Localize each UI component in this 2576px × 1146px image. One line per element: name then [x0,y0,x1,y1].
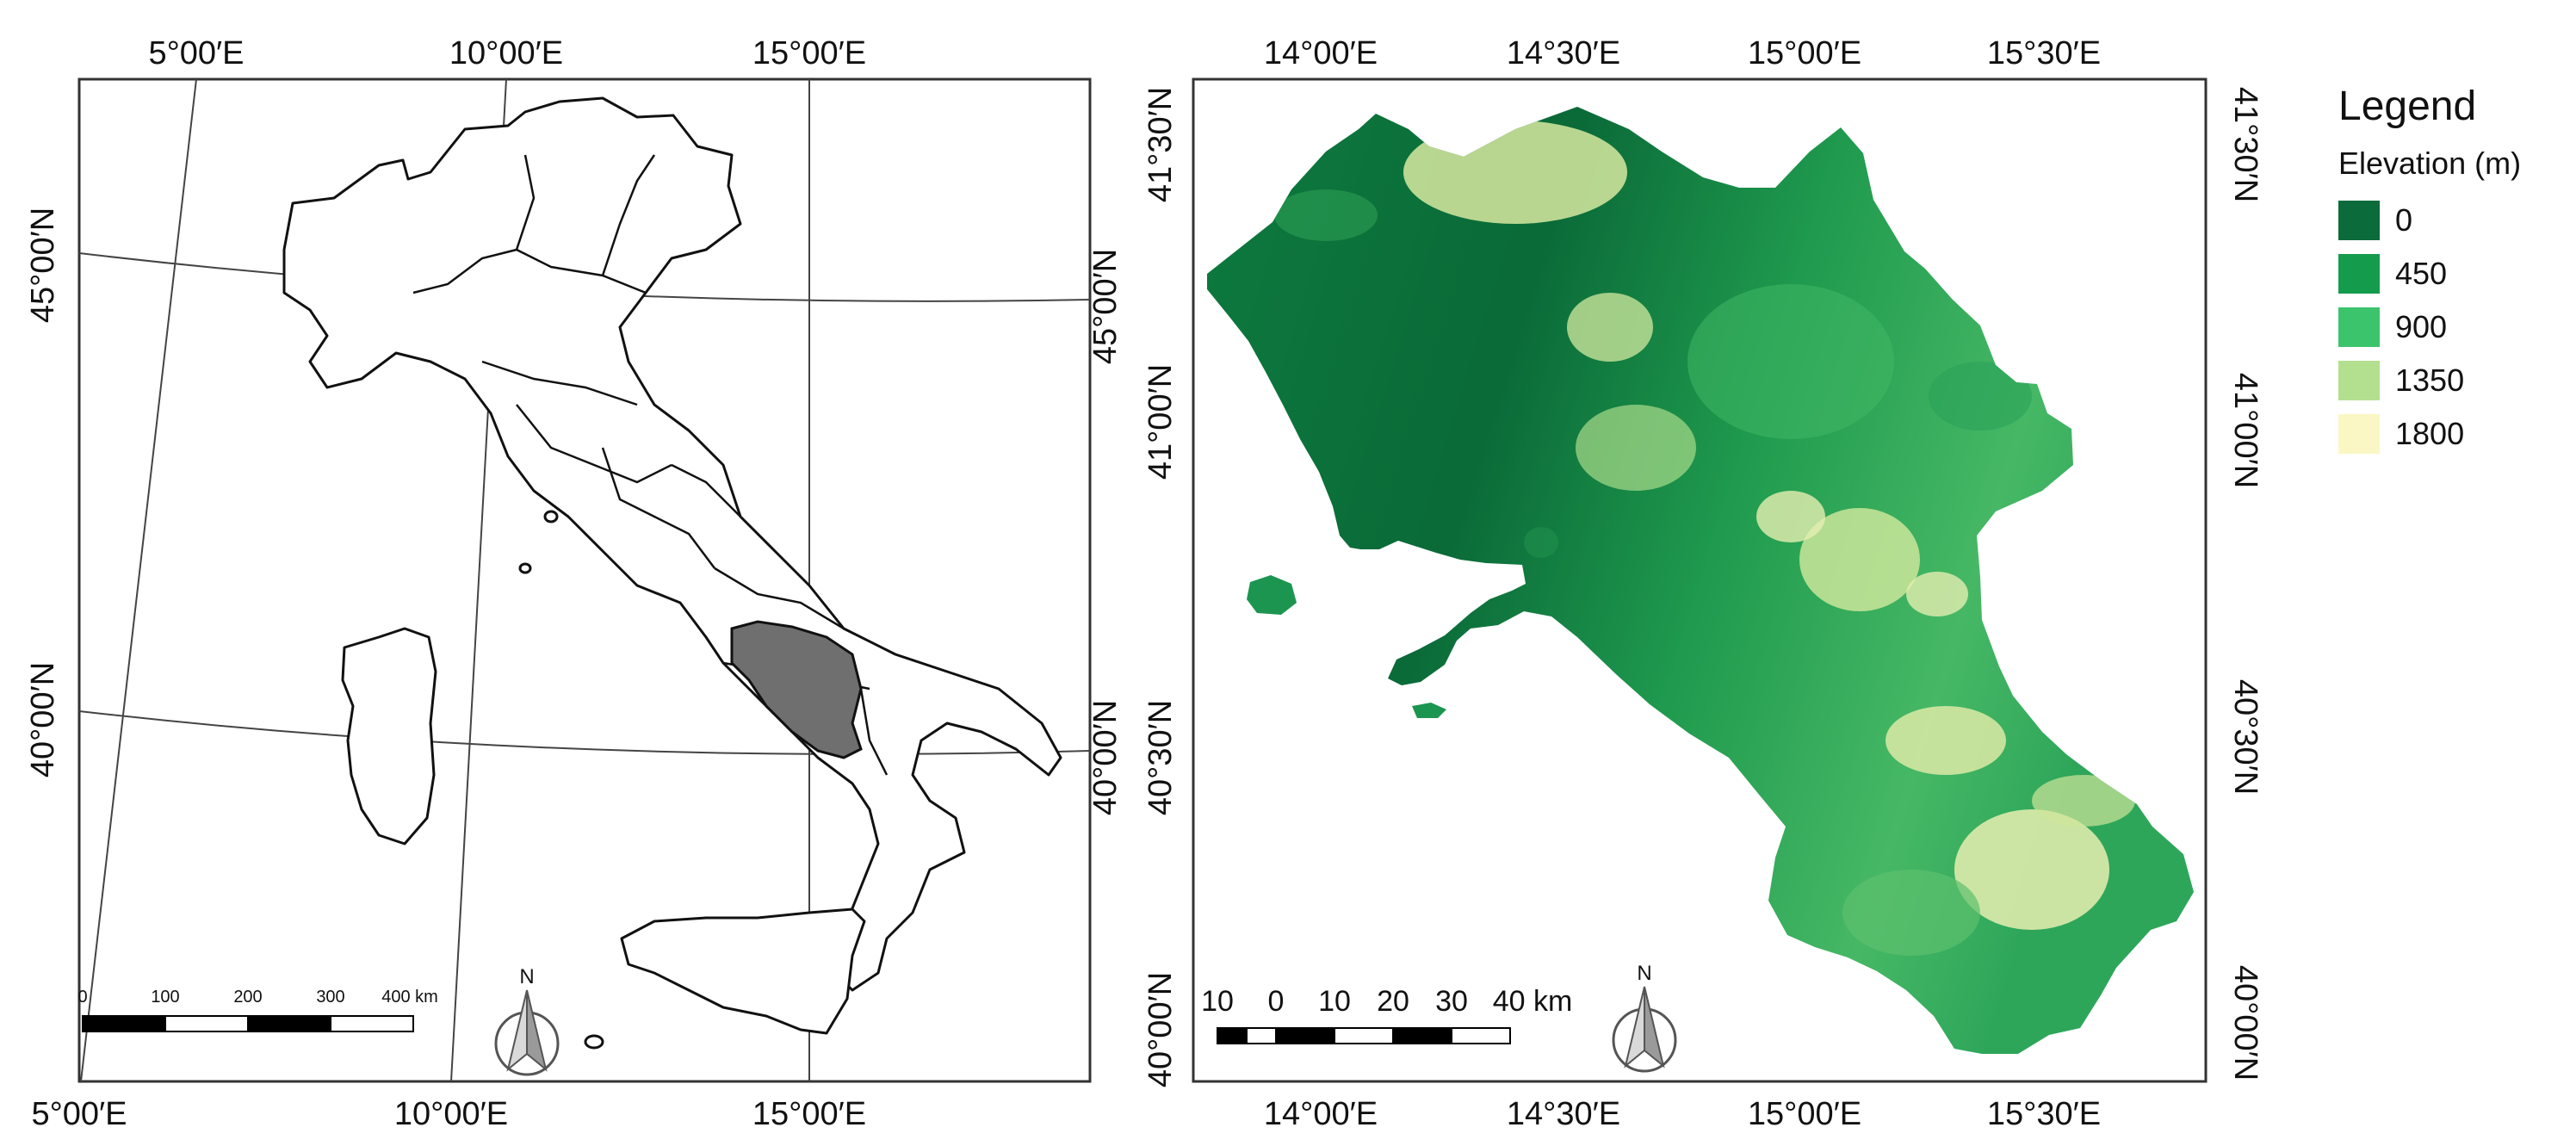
left-map-left-ticks: 45°00′N 40°00′N [25,208,61,777]
tick-label: 10°00′E [449,35,563,71]
right-map-right-ticks: 41°30′N 41°00′N 40°30′N 40°00′N [2227,87,2263,1081]
tick-label: 15°00′E [752,1096,866,1132]
legend-swatch [2338,414,2380,454]
tick-label: 40°30′N [2227,679,2263,795]
tick-label: 45°00′N [1087,249,1124,364]
scalebar-label: 300 [316,988,344,1007]
tick-label: 14°00′E [1264,1096,1378,1132]
tick-label: 41°00′N [2227,373,2263,488]
tick-label: 14°00′E [1264,35,1378,71]
scalebar-label: 20 [1377,985,1409,1018]
campania-highlight [730,620,863,759]
legend: Legend Elevation (m) 0 450 900 1350 1800 [2338,83,2571,461]
scalebar-label: 0 [77,988,87,1007]
tick-label: 10°00′E [394,1096,508,1132]
legend-items: 0 450 900 1350 1800 [2338,194,2571,461]
tick-label: 40°30′N [1142,700,1179,815]
north-arrow-icon: N [494,965,560,1076]
scalebar-label: 0 [1268,985,1285,1018]
left-map-bottom-ticks: 5°00′E 10°00′E 15°00′E [31,1096,866,1132]
tick-label: 45°00′N [25,208,61,323]
legend-title: Legend [2338,84,2477,129]
legend-item: 1350 [2338,354,2571,407]
tick-label: 15°30′E [1987,35,2101,71]
legend-item: 0 [2338,194,2571,247]
legend-label: 900 [2395,309,2448,344]
tick-label: 14°30′E [1507,1096,1620,1132]
left-map-right-ticks: 45°00′N 40°00′N [1087,249,1124,815]
left-scalebar: 0 100 200 300 400 km [77,988,438,1032]
parallel-40n [79,710,1090,755]
legend-label: 0 [2395,202,2413,238]
tick-label: 15°00′E [1748,35,1861,71]
legend-label: 1800 [2395,416,2465,451]
legend-item: 900 [2338,300,2571,354]
tick-label: 5°00′E [148,35,244,71]
tick-label: 5°00′E [31,1096,127,1132]
campania-elevation-map [1207,107,2194,1054]
tick-label: 15°00′E [752,35,866,71]
north-arrow-icon: N [1612,962,1677,1073]
tick-label: 41°30′N [2227,87,2263,202]
right-map-bottom-ticks: 14°00′E 14°30′E 15°00′E 15°30′E [1264,1096,2101,1132]
scalebar-label: 10 [1318,985,1351,1018]
tick-label: 15°00′E [1748,1096,1861,1132]
right-map-top-ticks: 14°00′E 14°30′E 15°00′E 15°30′E [1264,35,2101,71]
north-label: N [1637,962,1651,985]
north-label: N [519,965,534,988]
scalebar-label: 40 km [1493,985,1573,1018]
tick-label: 40°00′N [1087,700,1124,815]
scalebar-label: 10 [1201,985,1234,1018]
legend-label: 450 [2395,256,2448,291]
legend-item: 1800 [2338,407,2571,461]
legend-swatch [2338,254,2380,294]
left-map-top-ticks: 5°00′E 10°00′E 15°00′E [148,35,866,71]
tick-label: 15°30′E [1987,1096,2101,1132]
tick-label: 40°00′N [2227,965,2263,1081]
legend-swatch [2338,201,2380,240]
legend-subtitle: Elevation (m) [2338,146,2522,181]
scalebar-label: 100 [151,988,179,1007]
tick-label: 41°30′N [1142,87,1179,202]
tick-label: 41°00′N [1142,364,1179,480]
right-scalebar: 10 0 10 20 30 40 km [1201,985,1572,1044]
legend-swatch [2338,361,2380,400]
tick-label: 40°00′N [1142,972,1179,1087]
scalebar-label: 200 [233,988,262,1007]
italy-outline [282,96,1062,1050]
legend-swatch [2338,307,2380,347]
legend-label: 1350 [2395,362,2465,398]
scalebar-label: 30 [1435,985,1468,1018]
meridian-5e [80,79,197,1081]
tick-label: 40°00′N [25,662,61,777]
legend-item: 450 [2338,247,2571,300]
scalebar-label: 400 km [381,988,438,1007]
tick-label: 14°30′E [1507,35,1620,71]
right-map-left-ticks: 41°30′N 41°00′N 40°30′N 40°00′N [1142,87,1179,1087]
